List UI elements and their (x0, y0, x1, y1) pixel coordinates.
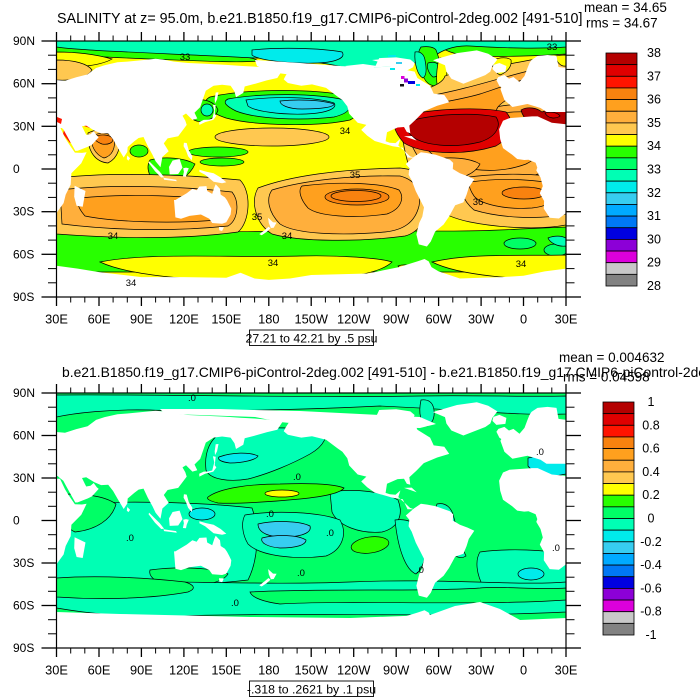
svg-text:90W: 90W (383, 312, 410, 327)
svg-text:.0: .0 (188, 393, 196, 404)
svg-text:0.2: 0.2 (642, 488, 659, 502)
svg-text:30S: 30S (13, 205, 34, 219)
svg-text:.0: .0 (231, 598, 239, 609)
svg-text:150E: 150E (211, 312, 241, 327)
svg-text:90N: 90N (13, 386, 35, 400)
svg-text:.0: .0 (552, 543, 560, 554)
svg-text:90E: 90E (130, 663, 153, 678)
svg-text:.0: .0 (126, 533, 134, 544)
svg-text:60S: 60S (13, 599, 34, 613)
svg-text:30W: 30W (468, 663, 495, 678)
svg-text:180: 180 (258, 663, 279, 678)
svg-text:60E: 60E (88, 312, 111, 327)
svg-text:mean = 0.004632: mean = 0.004632 (559, 350, 664, 365)
svg-text:120E: 120E (169, 663, 199, 678)
svg-text:0: 0 (520, 663, 527, 678)
svg-text:.0: .0 (297, 568, 305, 579)
svg-text:0.8: 0.8 (642, 418, 659, 432)
svg-text:0: 0 (13, 514, 20, 528)
svg-text:34: 34 (126, 278, 137, 289)
svg-text:-0.6: -0.6 (640, 581, 662, 595)
svg-text:mean = 34.65: mean = 34.65 (584, 0, 667, 15)
svg-text:-0.4: -0.4 (640, 558, 662, 572)
svg-text:36: 36 (647, 93, 661, 107)
svg-text:28: 28 (647, 279, 661, 293)
svg-text:60W: 60W (425, 312, 452, 327)
svg-text:34: 34 (340, 126, 351, 137)
svg-text:.0: .0 (326, 528, 334, 539)
svg-text:60W: 60W (425, 663, 452, 678)
svg-text:90E: 90E (130, 312, 153, 327)
svg-text:180: 180 (258, 312, 279, 327)
svg-text:SALINITY at z= 95.0m, b.e21.B: SALINITY at z= 95.0m, b.e21.B1850.f19_g1… (57, 11, 582, 27)
svg-text:.0: .0 (416, 565, 424, 576)
svg-text:60N: 60N (13, 77, 35, 91)
svg-text:.0: .0 (293, 472, 301, 483)
svg-text:.0: .0 (266, 509, 274, 520)
svg-text:35: 35 (252, 212, 263, 223)
svg-text:-0.8: -0.8 (640, 605, 662, 619)
svg-text:1: 1 (648, 395, 655, 409)
svg-text:120W: 120W (337, 663, 371, 678)
svg-text:60S: 60S (13, 247, 34, 261)
svg-text:34: 34 (282, 231, 293, 242)
svg-text:31: 31 (647, 209, 661, 223)
svg-text:120W: 120W (337, 312, 371, 327)
svg-text:30S: 30S (13, 556, 34, 570)
svg-text:30N: 30N (13, 471, 35, 485)
svg-text:90N: 90N (13, 34, 35, 48)
svg-text:37: 37 (647, 69, 661, 83)
svg-text:-0.2: -0.2 (640, 535, 662, 549)
svg-text:34: 34 (647, 139, 661, 153)
svg-text:27.21 to 42.21 by .5 psu: 27.21 to 42.21 by .5 psu (246, 332, 378, 346)
svg-text:34: 34 (516, 259, 527, 270)
svg-text:-.318 to .2621 by .1 psu: -.318 to .2621 by .1 psu (247, 683, 376, 697)
svg-text:60N: 60N (13, 429, 35, 443)
svg-text:33: 33 (547, 42, 558, 53)
svg-text:30: 30 (647, 232, 661, 246)
svg-text:150W: 150W (294, 663, 328, 678)
svg-text:150E: 150E (211, 663, 241, 678)
svg-text:0.4: 0.4 (642, 465, 659, 479)
svg-text:30E: 30E (555, 663, 578, 678)
svg-text:29: 29 (647, 256, 661, 270)
svg-text:0: 0 (648, 512, 655, 526)
svg-text:0: 0 (13, 162, 20, 176)
svg-text:32: 32 (647, 186, 661, 200)
svg-text:38: 38 (647, 46, 661, 60)
svg-text:36: 36 (473, 197, 484, 208)
svg-text:.0: .0 (536, 447, 544, 458)
svg-text:30W: 30W (468, 312, 495, 327)
svg-text:90S: 90S (13, 290, 34, 304)
svg-text:30E: 30E (45, 312, 68, 327)
svg-text:0.6: 0.6 (642, 442, 659, 456)
svg-text:150W: 150W (294, 312, 328, 327)
svg-text:90W: 90W (383, 663, 410, 678)
svg-text:34: 34 (268, 258, 279, 269)
svg-text:34: 34 (108, 231, 119, 242)
svg-text:rms = 34.67: rms = 34.67 (586, 16, 658, 31)
svg-text:120E: 120E (169, 312, 199, 327)
svg-text:90S: 90S (13, 641, 34, 655)
svg-text:30E: 30E (555, 312, 578, 327)
svg-text:rms = 0.04598: rms = 0.04598 (563, 370, 650, 385)
svg-text:b.e21.B1850.f19_g17.CMIP6-piCo: b.e21.B1850.f19_g17.CMIP6-piControl-2deg… (62, 364, 700, 380)
svg-text:30E: 30E (45, 663, 68, 678)
svg-text:0: 0 (520, 312, 527, 327)
svg-text:60E: 60E (88, 663, 111, 678)
svg-text:-1: -1 (645, 628, 656, 642)
svg-text:35: 35 (647, 116, 661, 130)
svg-text:33: 33 (647, 163, 661, 177)
svg-text:35: 35 (350, 170, 361, 181)
svg-text:30N: 30N (13, 119, 35, 133)
svg-text:33: 33 (180, 52, 191, 63)
